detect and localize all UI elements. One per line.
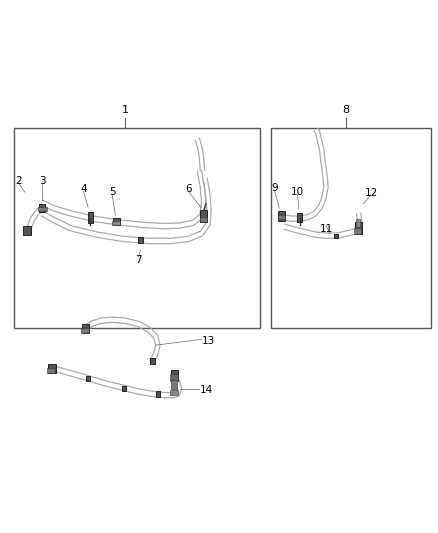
Text: 8: 8 bbox=[342, 105, 349, 115]
Bar bbox=[170, 390, 178, 395]
Bar bbox=[23, 225, 31, 235]
Bar bbox=[356, 219, 360, 227]
Bar bbox=[38, 207, 46, 211]
Bar bbox=[354, 228, 361, 233]
Bar bbox=[150, 358, 155, 365]
Bar bbox=[122, 385, 126, 391]
Text: 13: 13 bbox=[201, 336, 215, 346]
Bar bbox=[200, 217, 207, 222]
Bar bbox=[171, 380, 177, 389]
Text: 2: 2 bbox=[16, 176, 22, 187]
Bar bbox=[170, 370, 178, 381]
Bar bbox=[39, 204, 45, 212]
Bar bbox=[88, 212, 93, 223]
Bar bbox=[272, 128, 431, 328]
Bar bbox=[297, 213, 302, 222]
Bar bbox=[278, 215, 286, 219]
Text: 7: 7 bbox=[135, 255, 142, 265]
Text: 9: 9 bbox=[271, 183, 278, 193]
Text: 12: 12 bbox=[364, 188, 378, 198]
Text: 3: 3 bbox=[39, 176, 46, 187]
Text: 11: 11 bbox=[319, 224, 332, 235]
Text: 5: 5 bbox=[109, 187, 115, 197]
Text: 14: 14 bbox=[199, 385, 212, 395]
Bar bbox=[47, 368, 55, 373]
Text: 4: 4 bbox=[80, 184, 87, 195]
Bar bbox=[170, 374, 178, 381]
Bar bbox=[355, 222, 362, 234]
Text: 1: 1 bbox=[122, 105, 129, 115]
Bar bbox=[14, 128, 261, 328]
Bar bbox=[113, 218, 120, 224]
Bar bbox=[86, 376, 90, 381]
Bar bbox=[113, 221, 120, 225]
Bar bbox=[278, 211, 286, 221]
Text: 6: 6 bbox=[185, 184, 192, 195]
Bar bbox=[81, 328, 89, 333]
Bar bbox=[334, 233, 338, 238]
Text: 10: 10 bbox=[291, 187, 304, 197]
Bar bbox=[200, 210, 207, 222]
Bar bbox=[48, 364, 56, 373]
Bar bbox=[138, 237, 143, 243]
Bar bbox=[155, 391, 160, 397]
Bar bbox=[82, 325, 89, 333]
